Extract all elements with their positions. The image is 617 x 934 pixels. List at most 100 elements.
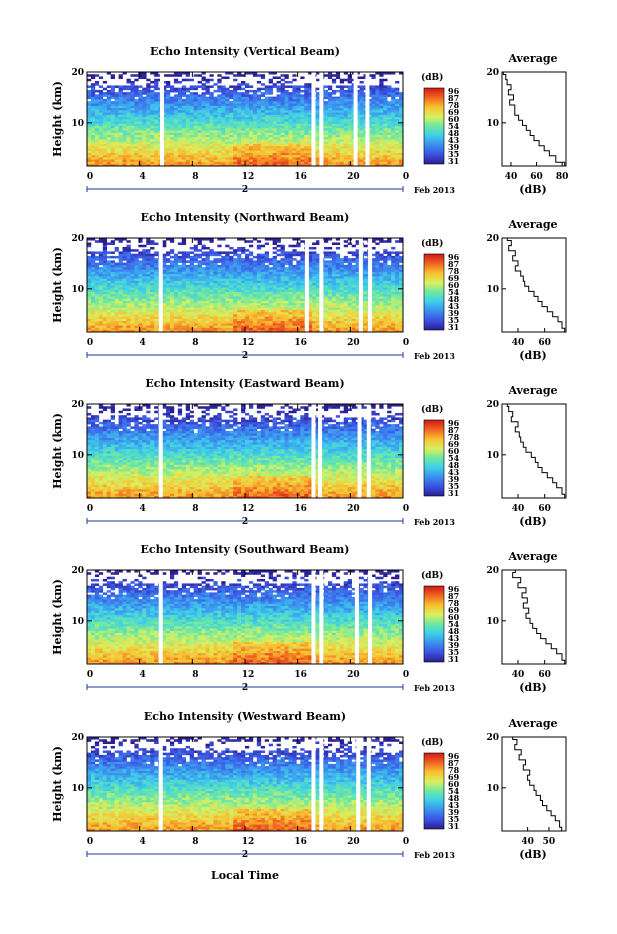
heatmap-cell	[103, 150, 107, 153]
heatmap-cell	[391, 294, 395, 297]
heatmap-cell	[391, 287, 395, 290]
heatmap-cell	[174, 301, 178, 304]
heatmap-cell	[281, 321, 285, 324]
heatmap-cell	[237, 305, 241, 308]
heatmap-cell	[336, 110, 340, 113]
heatmap-cell	[87, 319, 91, 322]
heatmap-cell	[142, 144, 146, 147]
heatmap-cell	[166, 153, 170, 156]
heatmap-cell	[111, 132, 115, 135]
heatmap-cell	[174, 323, 178, 326]
heatmap-cell	[186, 278, 190, 281]
heatmap-cell	[233, 115, 237, 118]
heatmap-cell	[217, 301, 221, 304]
heatmap-cell	[154, 157, 158, 160]
heatmap-cell	[344, 323, 348, 326]
heatmap-cell	[99, 307, 103, 310]
heatmap-cell	[138, 294, 142, 297]
heatmap-cell	[213, 292, 217, 295]
heatmap-cell	[281, 285, 285, 288]
heatmap-cell	[229, 135, 233, 138]
heatmap-cell	[233, 141, 237, 144]
heatmap-cell	[383, 126, 387, 129]
heatmap-cell	[387, 323, 391, 326]
heatmap-cell	[127, 310, 131, 313]
heatmap-cell	[273, 307, 277, 310]
heatmap-cell	[348, 316, 352, 319]
heatmap-cell	[154, 310, 158, 313]
heatmap-cell	[383, 123, 387, 126]
heatmap-cell	[391, 310, 395, 313]
heatmap-cell	[166, 157, 170, 160]
heatmap-cell	[138, 135, 142, 138]
heatmap-cell	[107, 301, 111, 304]
heatmap-cell	[202, 126, 206, 129]
heatmap-cell	[300, 76, 304, 79]
heatmap-cell	[360, 162, 364, 165]
heatmap-cell	[111, 312, 115, 315]
heatmap-cell	[134, 121, 138, 124]
heatmap-cell	[91, 76, 95, 79]
heatmap-cell	[296, 132, 300, 135]
heatmap-cell	[253, 99, 257, 102]
heatmap-cell	[123, 285, 127, 288]
heatmap-cell	[209, 110, 213, 113]
heatmap-cell	[229, 137, 233, 140]
heatmap-cell	[99, 276, 103, 279]
heatmap-cell	[304, 94, 308, 97]
heatmap-cell	[296, 296, 300, 299]
heatmap-cell	[340, 298, 344, 301]
heatmap-cell	[332, 132, 336, 135]
heatmap-cell	[229, 103, 233, 106]
heatmap-cell	[146, 101, 150, 104]
heatmap-cell	[154, 137, 158, 140]
heatmap-cell	[241, 83, 245, 86]
heatmap-cell	[229, 323, 233, 326]
heatmap-cell	[229, 139, 233, 142]
heatmap-cell	[221, 312, 225, 315]
heatmap-cell	[150, 285, 154, 288]
heatmap-cell	[237, 144, 241, 147]
heatmap-cell	[253, 276, 257, 279]
heatmap-cell	[277, 162, 281, 165]
heatmap-cell	[206, 121, 210, 124]
heatmap-cell	[296, 289, 300, 292]
heatmap-cell	[87, 94, 91, 97]
heatmap-cell	[190, 115, 194, 118]
heatmap-cell	[198, 132, 202, 135]
heatmap-cell	[379, 117, 383, 120]
heatmap-cell	[237, 150, 241, 153]
heatmap-cell	[166, 159, 170, 162]
heatmap-cell	[174, 135, 178, 138]
heatmap-cell	[111, 285, 115, 288]
heatmap-cell	[269, 88, 273, 91]
heatmap-cell	[379, 307, 383, 310]
heatmap-cell	[281, 126, 285, 129]
heatmap-cell	[154, 119, 158, 122]
heatmap-cell	[134, 146, 138, 149]
heatmap-cell	[142, 294, 146, 297]
heatmap-cell	[194, 74, 198, 77]
heatmap-cell	[225, 128, 229, 131]
heatmap-cell	[127, 312, 131, 315]
heatmap-cell	[253, 94, 257, 97]
heatmap-cell	[213, 128, 217, 131]
heatmap-cell	[241, 144, 245, 147]
heatmap-cell	[217, 144, 221, 147]
heatmap-cell	[360, 115, 364, 118]
heatmap-cell	[146, 328, 150, 331]
heatmap-cell	[178, 289, 182, 292]
heatmap-cell	[269, 137, 273, 140]
heatmap-cell	[277, 130, 281, 133]
heatmap-cell	[146, 310, 150, 313]
heatmap-cell	[134, 150, 138, 153]
heatmap-cell	[288, 108, 292, 111]
heatmap-cell	[209, 128, 213, 131]
heatmap-cell	[142, 325, 146, 328]
heatmap-cell	[285, 115, 289, 118]
heatmap-cell	[91, 141, 95, 144]
heatmap-cell	[194, 92, 198, 95]
heatmap-cell	[233, 130, 237, 133]
heatmap-cell	[209, 101, 213, 104]
heatmap-cell	[348, 94, 352, 97]
